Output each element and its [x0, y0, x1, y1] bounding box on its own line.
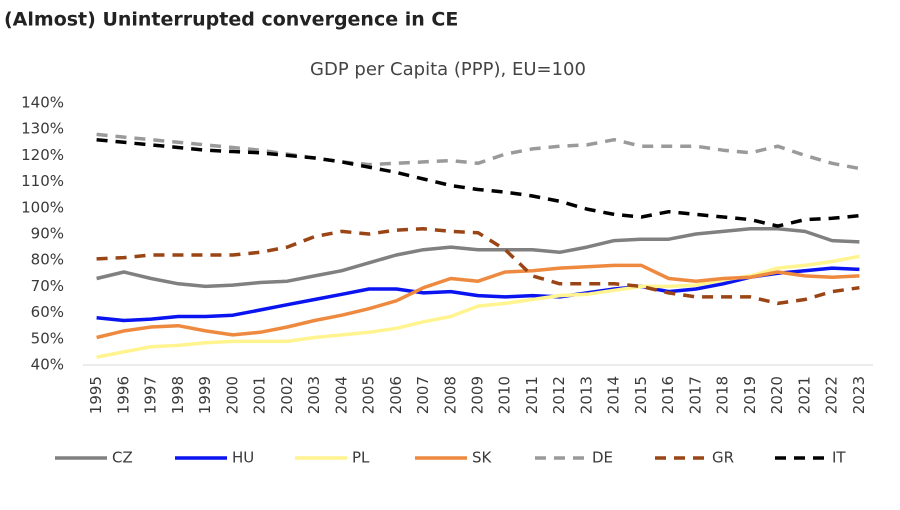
- y-tick-label: 70%: [31, 277, 64, 295]
- x-tick-label: 1998: [169, 376, 187, 414]
- x-tick-label: 2015: [632, 376, 650, 414]
- x-tick-label: 2002: [278, 376, 296, 414]
- x-tick-label: 2005: [360, 376, 378, 414]
- x-tick-label: 2019: [741, 376, 759, 414]
- y-tick-label: 100%: [21, 198, 64, 216]
- x-tick-label: 2003: [305, 376, 323, 414]
- series-line: [96, 266, 860, 323]
- x-tick-label: 1995: [87, 376, 105, 414]
- x-tick-label: 2006: [387, 376, 405, 414]
- x-tick-label: 2009: [469, 376, 487, 414]
- chart-subtitle: GDP per Capita (PPP), EU=100: [310, 59, 586, 80]
- x-tick-label: 2020: [768, 376, 786, 414]
- x-tick-label: 1996: [114, 376, 132, 414]
- series-line: [96, 263, 860, 340]
- x-tick-label: 2021: [795, 376, 813, 414]
- y-tick-label: 60%: [31, 303, 64, 321]
- legend-label: DE: [592, 449, 613, 467]
- y-tick-label: 40%: [31, 356, 64, 374]
- x-tick-label: 2008: [441, 376, 459, 414]
- legend-label: SK: [472, 449, 493, 467]
- series-line: [96, 132, 860, 171]
- x-tick-label: 2007: [414, 376, 432, 414]
- legend-label: CZ: [112, 449, 133, 467]
- x-tick-label: 2011: [523, 376, 541, 414]
- x-tick-label: 2016: [659, 376, 677, 414]
- x-tick-label: 2013: [577, 376, 595, 414]
- y-tick-label: 140%: [21, 94, 64, 112]
- series-line: [96, 227, 860, 289]
- series-line: [96, 227, 860, 306]
- y-tick-label: 80%: [31, 251, 64, 269]
- x-tick-label: 2018: [714, 376, 732, 414]
- legend-label: IT: [832, 449, 846, 467]
- x-tick-label: 2000: [223, 376, 241, 414]
- x-tick-label: 2023: [850, 376, 868, 414]
- y-tick-label: 50%: [31, 329, 64, 347]
- legend-label: GR: [712, 449, 734, 467]
- x-tick-label: 1999: [196, 376, 214, 414]
- x-tick-label: 2012: [550, 376, 568, 414]
- x-tick-label: 2014: [605, 376, 623, 414]
- x-tick-label: 2004: [332, 376, 350, 414]
- chart-title: (Almost) Uninterrupted convergence in CE: [4, 9, 458, 31]
- x-tick-label: 2001: [251, 376, 269, 414]
- series-line: [96, 254, 860, 359]
- legend-label: HU: [232, 449, 254, 467]
- x-tick-label: 2010: [496, 376, 514, 414]
- series-line: [96, 137, 860, 228]
- x-tick-label: 2017: [686, 376, 704, 414]
- y-tick-label: 110%: [21, 172, 64, 190]
- x-tick-label: 2022: [823, 376, 841, 414]
- y-tick-label: 130%: [21, 120, 64, 138]
- y-tick-label: 90%: [31, 225, 64, 243]
- x-tick-label: 1997: [142, 376, 160, 414]
- y-tick-label: 120%: [21, 146, 64, 164]
- legend-label: PL: [352, 449, 370, 467]
